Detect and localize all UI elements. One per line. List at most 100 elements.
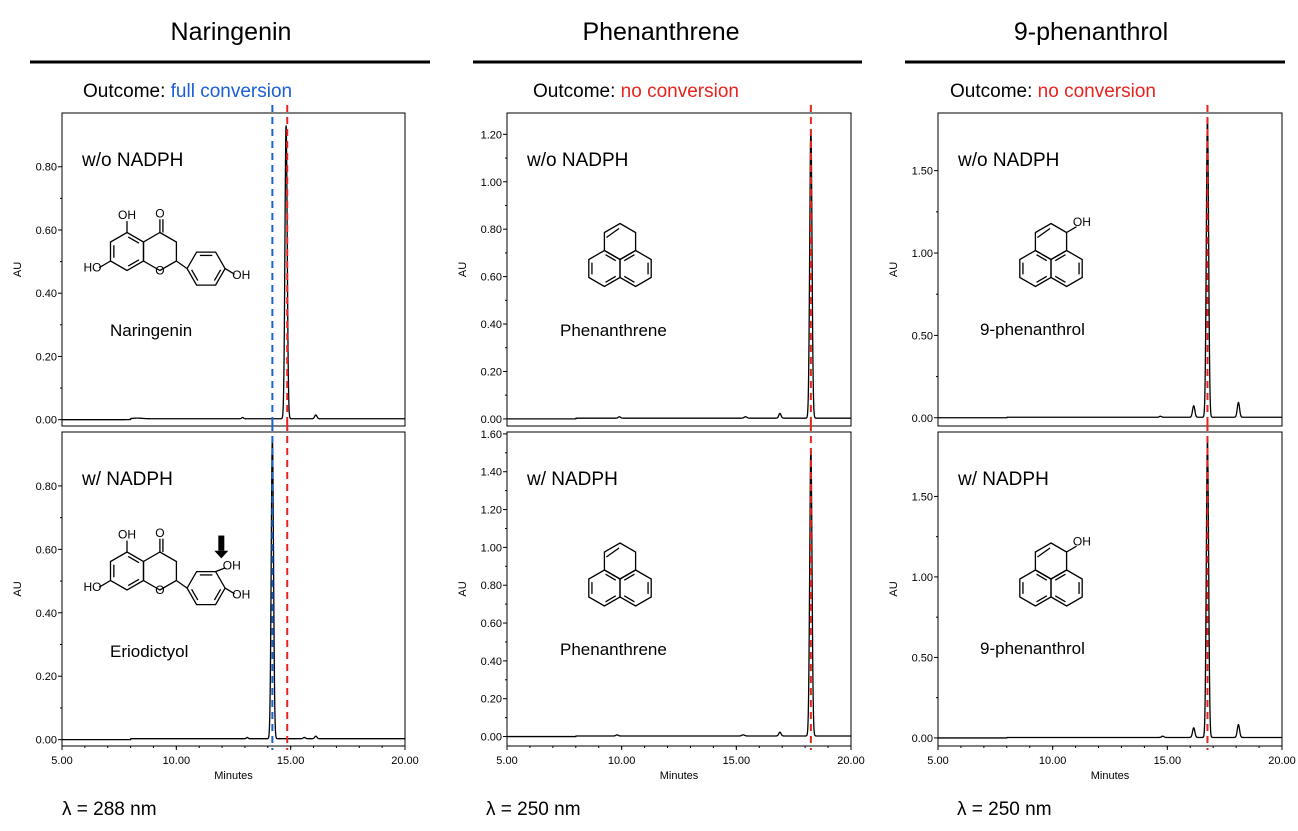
plot-frame	[937, 112, 1283, 427]
y-axis-label: AU	[457, 262, 469, 277]
chemical-structure	[588, 542, 652, 607]
compound-label: Naringenin	[110, 321, 192, 340]
y-tick-label: 0.80	[36, 162, 57, 174]
oh-label: OH	[232, 588, 250, 602]
x-tick-label: 20.00	[1268, 755, 1296, 767]
double-bond	[191, 588, 199, 601]
carbonyl-o: O	[155, 526, 164, 540]
arrow-shaft	[218, 535, 225, 551]
double-bond	[623, 254, 635, 262]
y-axis-label: AU	[12, 262, 24, 277]
column-title: Naringenin	[171, 18, 292, 46]
double-bond	[623, 573, 635, 581]
outcome-value: no conversion	[1038, 81, 1156, 102]
y-tick-label: 0.00	[481, 732, 502, 744]
chart-panel: 0.00 0.20 0.40 0.60 0.80 1.00 1.20 AU w/o NADPH P…	[457, 105, 852, 430]
column-header-9-phenanthrol: 9-phenanthrol Outcome: no conversion λ =…	[905, 18, 1285, 820]
condition-label: w/o NADPH	[957, 150, 1059, 171]
y-tick-label: 0.40	[481, 319, 502, 331]
y-tick-label: 1.00	[912, 248, 933, 260]
double-bond	[1054, 595, 1066, 603]
double-bond	[606, 227, 620, 239]
chemical-structure: OH	[1019, 535, 1091, 607]
compound-label: 9-phenanthrol	[980, 639, 1085, 658]
chromatogram-trace	[62, 438, 405, 741]
y-tick-label: 0.00	[912, 733, 933, 745]
y-axis-label: AU	[888, 581, 900, 596]
ring-c	[142, 551, 178, 591]
condition-label: w/ NADPH	[957, 469, 1049, 490]
x-tick-label: 10.00	[1039, 755, 1067, 767]
oh-label: HO	[83, 580, 101, 594]
ring-a	[588, 249, 621, 288]
x-tick-label: 10.00	[608, 755, 636, 767]
chart-panels: 0.00 0.20 0.40 0.60 0.80 AU w/o NADPH O OH HO O OH N…	[12, 105, 1296, 782]
carbonyl-o: O	[155, 207, 164, 221]
x-tick-label: 15.00	[723, 755, 751, 767]
ring-b	[1034, 542, 1068, 580]
y-tick-label: 0.80	[481, 580, 502, 592]
condition-label: w/o NADPH	[81, 150, 183, 171]
oh-label: HO	[83, 260, 101, 274]
double-bond	[1054, 275, 1066, 283]
y-axis-label: AU	[888, 262, 900, 277]
condition-label: w/o NADPH	[526, 150, 628, 171]
ring-c	[142, 231, 178, 272]
double-bond	[1054, 573, 1066, 581]
double-bond	[623, 275, 635, 283]
x-tick-label: 10.00	[163, 755, 191, 767]
x-tick-label: 5.00	[51, 755, 72, 767]
compound-label: Phenanthrene	[560, 321, 667, 340]
y-tick-label: 1.20	[481, 505, 502, 517]
chemical-structure: OH	[1019, 215, 1091, 288]
double-bond	[127, 555, 140, 564]
oh-bond	[98, 260, 111, 269]
outcome-line: Outcome: full conversion	[83, 81, 292, 102]
outcome-line: Outcome: no conversion	[533, 81, 739, 102]
double-bond	[1036, 254, 1048, 262]
chromatogram-trace	[507, 129, 851, 420]
ring-a	[109, 551, 145, 591]
ring-c	[1050, 249, 1083, 288]
bond	[175, 579, 188, 589]
y-tick-label: 0.00	[481, 414, 502, 426]
chart-panel: 0.00 0.20 0.40 0.60 0.80 AU 5.00 10.00 15.00 20.0…	[12, 424, 419, 782]
double-bond	[605, 595, 617, 603]
column-header-naringenin: Naringenin Outcome: full conversion λ = …	[30, 18, 430, 820]
double-bond	[1037, 227, 1051, 239]
compound-label: Phenanthrene	[560, 640, 667, 659]
ring-oxygen: O	[155, 583, 164, 597]
y-tick-label: 1.50	[912, 491, 933, 503]
y-tick-label: 0.40	[481, 656, 502, 668]
plot-frame	[937, 431, 1283, 747]
plot-frame	[506, 112, 852, 427]
double-bond	[605, 254, 617, 262]
ring-c	[1050, 569, 1083, 607]
x-tick-label: 20.00	[391, 755, 419, 767]
oh-bond	[1066, 226, 1077, 234]
chemical-structure: O OH HO O OH OH	[83, 526, 250, 606]
ring-a	[1019, 249, 1052, 288]
oh-label: OH	[1073, 215, 1091, 229]
y-tick-label: 0.00	[912, 413, 933, 425]
ring-b	[603, 222, 637, 261]
x-tick-label: 15.00	[1154, 755, 1182, 767]
oh-bond	[1066, 545, 1077, 553]
y-tick-label: 0.50	[912, 652, 933, 664]
ring-oxygen: O	[155, 264, 164, 278]
oh-bond	[224, 268, 235, 275]
oh-label: OH	[232, 268, 250, 282]
double-bond	[1054, 254, 1066, 262]
double-bond	[605, 275, 617, 283]
double-bond	[623, 595, 635, 603]
y-tick-label: 0.20	[36, 351, 57, 363]
y-tick-label: 0.00	[36, 415, 57, 427]
double-bond	[191, 269, 199, 281]
oh-bond	[215, 567, 226, 573]
x-tick-label: 15.00	[277, 755, 305, 767]
double-bond	[213, 269, 222, 281]
ring-b	[1034, 222, 1068, 261]
double-bond	[1036, 573, 1048, 581]
y-tick-label: 0.60	[481, 618, 502, 630]
